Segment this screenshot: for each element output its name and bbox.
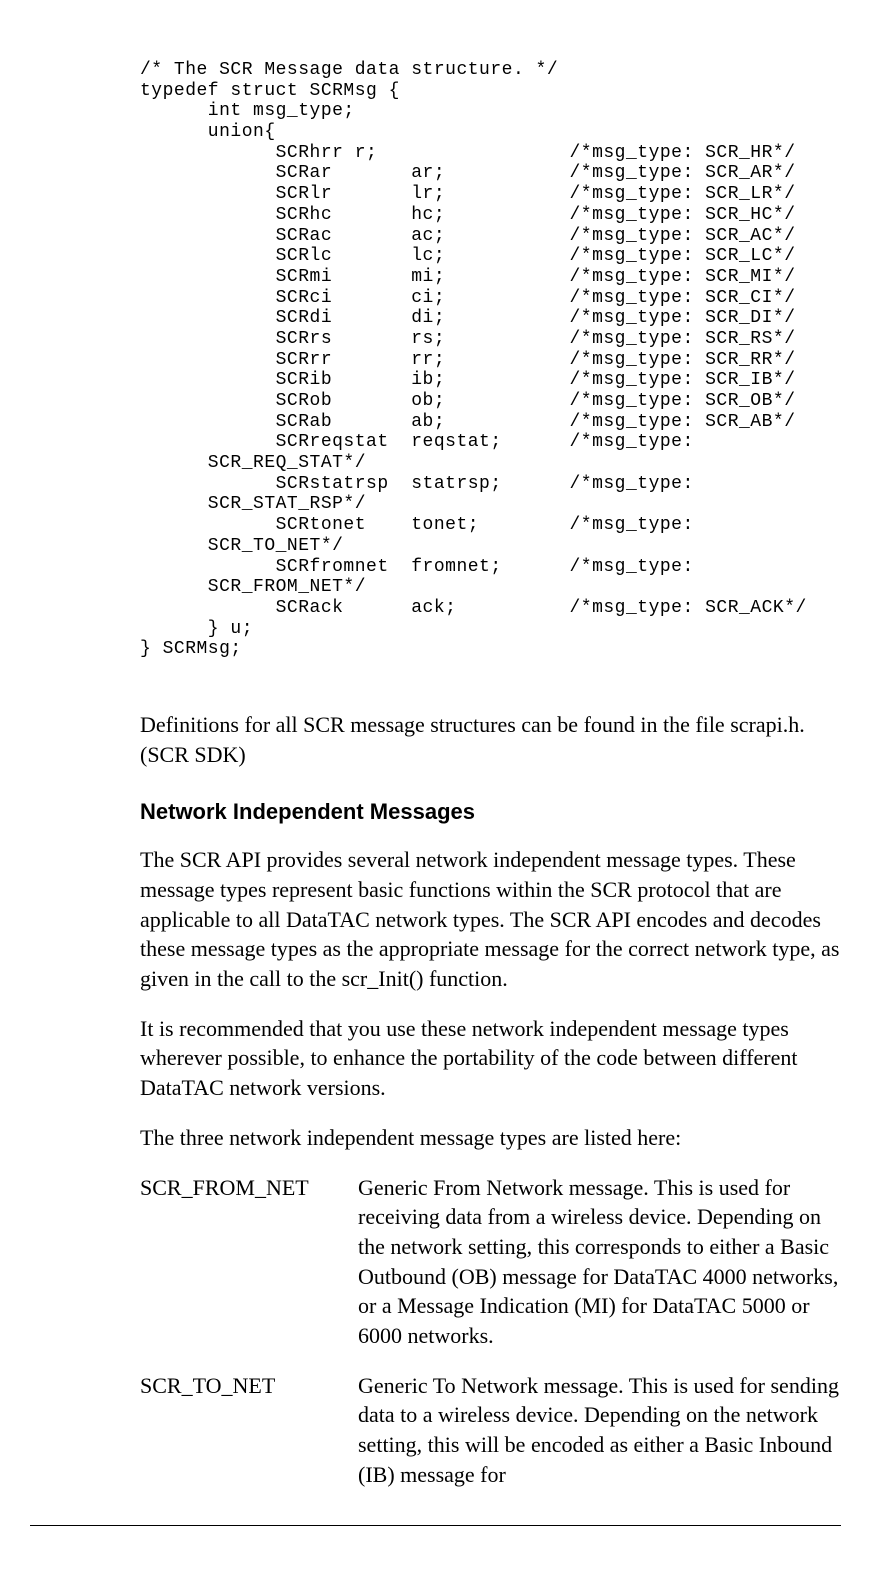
- paragraph: Definitions for all SCR message structur…: [140, 710, 841, 769]
- footer-divider: [30, 1525, 841, 1526]
- definition-term: SCR_FROM_NET: [140, 1173, 350, 1351]
- code-listing: /* The SCR Message data structure. */ ty…: [140, 60, 841, 660]
- paragraph: The SCR API provides several network ind…: [140, 845, 841, 993]
- section-heading: Network Independent Messages: [140, 799, 841, 825]
- definition-list: SCR_FROM_NET Generic From Network messag…: [140, 1173, 841, 1490]
- definition-description: Generic To Network message. This is used…: [358, 1371, 841, 1490]
- paragraph: It is recommended that you use these net…: [140, 1014, 841, 1103]
- definition-description: Generic From Network message. This is us…: [358, 1173, 841, 1351]
- definition-term: SCR_TO_NET: [140, 1371, 350, 1490]
- paragraph: The three network independent message ty…: [140, 1123, 841, 1153]
